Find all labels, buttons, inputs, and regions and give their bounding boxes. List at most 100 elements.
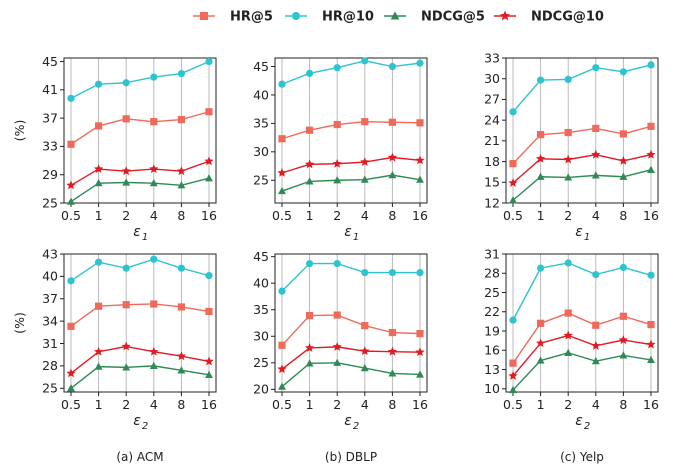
data-point-ndcg5 bbox=[278, 382, 286, 390]
data-point-hr5 bbox=[278, 341, 286, 349]
data-point-ndcg5 bbox=[591, 357, 600, 365]
axes-frame bbox=[63, 57, 217, 204]
data-point-hr10 bbox=[122, 79, 130, 87]
data-point-hr10 bbox=[388, 62, 396, 71]
data-point-hr5 bbox=[122, 301, 130, 309]
data-point-hr5 bbox=[416, 330, 424, 338]
x-tick-label: 1 bbox=[537, 208, 545, 223]
data-point-ndcg5 bbox=[333, 358, 342, 366]
x-tick-label: 0.5 bbox=[503, 397, 523, 412]
x-tick-label: 8 bbox=[388, 208, 396, 223]
data-point-hr5 bbox=[333, 311, 341, 319]
x-tick-label: 8 bbox=[177, 397, 185, 412]
data-point-hr5 bbox=[592, 124, 600, 133]
data-point-ndcg10 bbox=[415, 155, 425, 165]
legend-label-hr10: HR@10 bbox=[322, 10, 374, 25]
data-point-ndcg10 bbox=[66, 368, 76, 378]
y-tick-label: 31 bbox=[484, 246, 500, 261]
y-tick-label: 30 bbox=[484, 71, 500, 86]
x-tick-label: 8 bbox=[619, 397, 627, 412]
data-point-hr10 bbox=[619, 263, 628, 272]
x-tick-label: 16 bbox=[412, 397, 428, 412]
data-point-ndcg5 bbox=[122, 178, 131, 186]
data-point-ndcg5 bbox=[591, 171, 600, 179]
data-point-ndcg5 bbox=[509, 385, 517, 394]
x-axis-label-subscript: 2 bbox=[142, 421, 148, 432]
x-tick-label: 4 bbox=[150, 397, 158, 412]
data-point-hr10 bbox=[619, 68, 628, 76]
data-point-ndcg10 bbox=[535, 338, 546, 348]
data-point-ndcg5 bbox=[388, 170, 397, 179]
series-line-ndcg5 bbox=[281, 362, 421, 388]
data-point-ndcg10 bbox=[618, 156, 629, 165]
series-line-ndcg10 bbox=[70, 160, 210, 186]
data-point-hr10 bbox=[67, 277, 75, 285]
series-line-hr10 bbox=[70, 258, 210, 282]
data-point-hr5 bbox=[647, 122, 655, 130]
legend-marker-hr10 bbox=[292, 12, 300, 20]
data-point-ndcg10 bbox=[563, 330, 573, 340]
x-axis-label-subscript: 2 bbox=[584, 421, 590, 432]
data-point-hr5 bbox=[564, 309, 572, 317]
data-point-hr10 bbox=[278, 287, 286, 295]
data-point-hr10 bbox=[647, 271, 655, 279]
x-tick-label: 4 bbox=[592, 397, 600, 412]
x-tick-label: 1 bbox=[306, 208, 314, 223]
series-line-hr10 bbox=[281, 262, 420, 292]
x-tick-label: 8 bbox=[177, 208, 185, 223]
data-point-hr10 bbox=[416, 268, 424, 277]
x-tick-label: 2 bbox=[333, 208, 341, 223]
data-point-hr5 bbox=[537, 131, 545, 139]
data-point-hr5 bbox=[388, 328, 396, 337]
data-point-ndcg10 bbox=[121, 166, 131, 176]
legend-label-ndcg5: NDCG@5 bbox=[421, 10, 485, 25]
x-tick-label: 2 bbox=[564, 397, 572, 412]
data-point-hr5 bbox=[150, 300, 158, 308]
y-tick-label: 30 bbox=[253, 329, 269, 344]
series-line-ndcg5 bbox=[512, 352, 652, 391]
series-line-hr5 bbox=[281, 120, 421, 140]
data-point-hr5 bbox=[67, 140, 75, 148]
data-point-hr5 bbox=[205, 307, 213, 316]
data-point-hr10 bbox=[205, 57, 213, 66]
axes-frame bbox=[63, 253, 217, 393]
legend: HR@5 HR@10 NDCG@5 NDCG@10 bbox=[193, 10, 604, 25]
data-point-hr5 bbox=[509, 160, 517, 168]
y-tick-label: 28 bbox=[42, 358, 58, 373]
data-point-hr5 bbox=[537, 319, 545, 327]
data-point-ndcg5 bbox=[177, 181, 186, 189]
data-point-ndcg10 bbox=[176, 351, 187, 361]
y-tick-label: 33 bbox=[42, 139, 58, 154]
data-point-hr5 bbox=[122, 115, 130, 123]
data-point-ndcg10 bbox=[121, 341, 131, 351]
series-line-ndcg10 bbox=[70, 345, 210, 374]
x-tick-label: 8 bbox=[619, 208, 627, 223]
caption-1: (a) ACM bbox=[116, 450, 163, 464]
y-tick-label: 40 bbox=[42, 269, 58, 284]
data-point-ndcg5 bbox=[619, 351, 628, 359]
x-tick-label: 0.5 bbox=[503, 208, 523, 223]
data-point-ndcg10 bbox=[591, 149, 601, 159]
data-point-ndcg10 bbox=[387, 152, 398, 162]
data-point-hr5 bbox=[509, 359, 517, 367]
y-tick-label: 25 bbox=[42, 195, 58, 210]
series-line-hr10 bbox=[512, 64, 652, 113]
data-point-hr5 bbox=[150, 118, 158, 126]
data-point-hr5 bbox=[95, 302, 103, 310]
data-point-ndcg10 bbox=[646, 149, 656, 159]
x-tick-label: 4 bbox=[592, 208, 600, 223]
data-point-ndcg10 bbox=[176, 166, 187, 176]
series-line-hr5 bbox=[512, 125, 652, 165]
x-tick-label: 4 bbox=[361, 208, 369, 223]
x-tick-label: 16 bbox=[201, 208, 217, 223]
data-point-ndcg10 bbox=[204, 356, 214, 366]
y-tick-label: 33 bbox=[484, 50, 500, 65]
data-point-ndcg5 bbox=[536, 172, 545, 180]
y-tick-label: 27 bbox=[484, 92, 500, 107]
y-tick-label: 15 bbox=[484, 175, 500, 190]
data-point-ndcg5 bbox=[305, 359, 314, 367]
